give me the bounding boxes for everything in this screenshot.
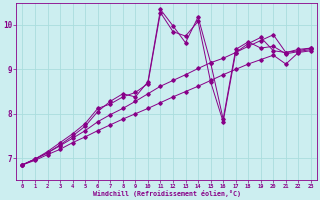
X-axis label: Windchill (Refroidissement éolien,°C): Windchill (Refroidissement éolien,°C) bbox=[93, 190, 241, 197]
